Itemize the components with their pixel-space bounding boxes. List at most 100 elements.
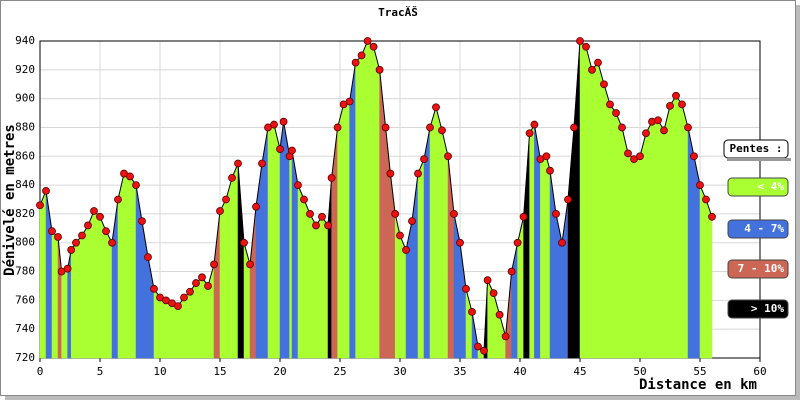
x-tick-label: 10 bbox=[153, 365, 166, 378]
point bbox=[684, 123, 692, 132]
point bbox=[258, 159, 266, 168]
point bbox=[606, 100, 614, 109]
y-tick-label: 760 bbox=[15, 293, 35, 306]
point bbox=[228, 173, 236, 182]
point bbox=[468, 307, 476, 316]
point bbox=[369, 42, 378, 51]
slope-segment bbox=[373, 46, 380, 359]
slope-segment bbox=[75, 234, 83, 359]
slope-segment bbox=[529, 123, 535, 359]
point bbox=[126, 172, 134, 181]
point bbox=[381, 123, 390, 132]
point bbox=[174, 302, 182, 311]
point bbox=[408, 217, 416, 226]
point bbox=[306, 210, 314, 218]
slope-segment bbox=[219, 199, 227, 359]
point bbox=[300, 195, 308, 204]
shadow bbox=[5, 396, 800, 400]
point bbox=[72, 238, 80, 247]
slope-segment bbox=[651, 119, 659, 359]
slope-segment bbox=[349, 62, 356, 359]
point bbox=[474, 342, 482, 351]
y-tick-label: 840 bbox=[15, 178, 35, 191]
x-tick-label: 0 bbox=[37, 365, 44, 378]
point bbox=[144, 253, 152, 262]
point bbox=[432, 103, 440, 112]
point bbox=[501, 332, 510, 341]
point bbox=[582, 42, 590, 51]
slope-segment bbox=[321, 215, 329, 359]
point bbox=[426, 123, 434, 132]
slope-segment bbox=[231, 163, 239, 359]
point bbox=[450, 210, 458, 218]
slope-segment bbox=[681, 104, 689, 359]
x-tick-label: 40 bbox=[513, 365, 526, 378]
point bbox=[414, 169, 422, 178]
slope-segment bbox=[687, 127, 695, 359]
x-tick-label: 5 bbox=[97, 365, 104, 378]
point bbox=[132, 181, 140, 189]
legend-title-shadow bbox=[727, 158, 791, 161]
point bbox=[327, 173, 336, 182]
point bbox=[696, 181, 704, 189]
slope-segment bbox=[585, 46, 593, 359]
point bbox=[391, 210, 400, 218]
slope-segment bbox=[129, 175, 137, 359]
legend-label: 7 - 10% bbox=[738, 262, 785, 275]
slope-segment bbox=[309, 213, 317, 359]
x-tick-label: 60 bbox=[753, 365, 766, 378]
slope-segment bbox=[417, 159, 425, 359]
point bbox=[420, 155, 428, 164]
legend-title: Pentes : bbox=[730, 142, 783, 155]
point bbox=[513, 238, 522, 247]
slope-segment bbox=[546, 156, 551, 359]
point bbox=[702, 195, 710, 204]
shadow bbox=[796, 5, 800, 400]
legend-swatch bbox=[727, 219, 789, 239]
point bbox=[525, 129, 534, 138]
point bbox=[507, 267, 516, 276]
point bbox=[552, 210, 560, 218]
y-tick-label: 880 bbox=[15, 120, 35, 133]
slope-segment bbox=[435, 107, 443, 359]
point bbox=[270, 120, 278, 129]
point bbox=[288, 146, 296, 155]
point bbox=[54, 233, 62, 241]
point bbox=[84, 221, 92, 230]
slope-segment bbox=[699, 184, 707, 359]
x-tick-label: 50 bbox=[633, 365, 646, 378]
x-tick-label: 45 bbox=[573, 365, 586, 378]
legend-label: < 4% bbox=[758, 180, 785, 193]
legend-swatch bbox=[727, 177, 789, 197]
slope-segment bbox=[51, 230, 59, 359]
point bbox=[642, 129, 650, 138]
point bbox=[690, 152, 698, 161]
slope-segment bbox=[171, 302, 179, 359]
point bbox=[666, 101, 674, 110]
slope-segment bbox=[273, 124, 281, 359]
point bbox=[542, 152, 551, 161]
slope-segment bbox=[675, 94, 683, 359]
point bbox=[462, 284, 470, 293]
point bbox=[276, 145, 284, 153]
point bbox=[708, 212, 716, 221]
x-tick-label: 20 bbox=[273, 365, 286, 378]
point bbox=[357, 51, 366, 60]
y-tick-label: 740 bbox=[15, 322, 35, 335]
x-tick-label: 55 bbox=[693, 365, 706, 378]
slope-segment bbox=[633, 155, 641, 359]
slope-segment bbox=[267, 124, 275, 359]
point bbox=[333, 123, 342, 132]
point bbox=[78, 231, 86, 240]
y-tick-label: 940 bbox=[15, 34, 35, 47]
point bbox=[489, 289, 498, 298]
point bbox=[36, 201, 44, 210]
legend-label: 4 - 7% bbox=[744, 222, 784, 235]
point bbox=[67, 246, 76, 254]
point bbox=[396, 231, 404, 240]
point bbox=[63, 264, 72, 273]
point bbox=[48, 227, 56, 236]
slope-segment bbox=[105, 231, 113, 359]
point bbox=[519, 212, 528, 221]
slope-segment bbox=[621, 127, 629, 359]
